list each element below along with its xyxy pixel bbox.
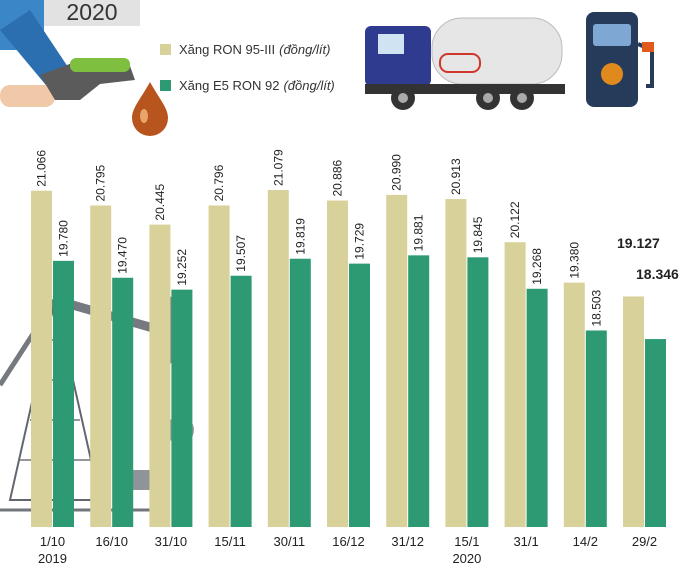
legend-swatch-e5 — [160, 79, 171, 91]
bar-ron95-4 — [267, 190, 289, 527]
legend-label-ron95: Xăng RON 95-III — [179, 41, 276, 57]
value-label-e5-0: 19.780 — [57, 220, 71, 257]
bar-e5-10 — [645, 339, 666, 527]
value-label-e5-4: 19.819 — [293, 218, 307, 255]
bar-ron95-5 — [327, 200, 348, 528]
x-tick-label-6: 31/12 — [391, 534, 424, 549]
value-label-e5-2: 19.252 — [175, 249, 189, 286]
x-tick-label-4: 30/11 — [274, 534, 306, 549]
value-label-ron95-3: 20.796 — [212, 164, 226, 201]
legend-label-e5: Xăng E5 RON 92 — [179, 77, 280, 93]
value-label-ron95-9: 19.380 — [567, 242, 581, 279]
bar-e5-1 — [112, 277, 134, 527]
legend-item-ron95: Xăng RON 95-III (đồng/lít) — [160, 40, 335, 58]
value-label-e5-3: 19.507 — [234, 235, 248, 272]
bar-ron95-0 — [31, 190, 52, 527]
legend-unit-ron95: (đồng/lít) — [279, 41, 331, 57]
bar-e5-5 — [349, 263, 370, 527]
value-label-e5-8: 19.268 — [530, 248, 544, 285]
legend-swatch-ron95 — [160, 43, 171, 55]
x-tick-sublabel-0: 2019 — [38, 551, 67, 566]
value-label-e5-10: 18.346 — [636, 266, 679, 282]
bar-ron95-7 — [445, 199, 467, 527]
bar-e5-9 — [585, 330, 607, 527]
value-label-ron95-0: 21.066 — [35, 150, 49, 187]
x-tick-label-0: 1/10 — [40, 534, 65, 549]
value-label-ron95-8: 20.122 — [508, 201, 522, 238]
tanker-truck-icon — [365, 17, 565, 110]
bars-layer — [31, 190, 666, 528]
bar-ron95-6 — [386, 194, 408, 528]
legend-unit-e5: (đồng/lít) — [283, 77, 335, 93]
year-badge: 2020 — [44, 0, 140, 26]
bar-ron95-3 — [208, 205, 230, 527]
bar-e5-0 — [53, 260, 74, 527]
bar-ron95-1 — [90, 205, 112, 527]
x-tick-label-2: 31/10 — [155, 534, 188, 549]
x-tick-label-5: 16/12 — [332, 534, 365, 549]
x-tick-label-9: 14/2 — [573, 534, 598, 549]
value-label-ron95-2: 20.445 — [153, 184, 167, 221]
value-label-ron95-10: 19.127 — [617, 235, 660, 251]
x-tick-label-3: 15/11 — [214, 534, 246, 549]
bar-ron95-10 — [623, 296, 644, 527]
x-axis-labels: 1/10 2019 16/10 31/10 15/11 30/11 16/12 31/12 15… — [38, 534, 657, 566]
bar-e5-3 — [230, 275, 252, 527]
value-label-e5-9: 18.503 — [589, 289, 603, 326]
x-tick-label-7: 15/1 — [454, 534, 479, 549]
value-label-ron95-5: 20.886 — [331, 159, 345, 196]
bar-e5-2 — [171, 289, 193, 527]
value-label-e5-6: 19.881 — [412, 214, 426, 251]
x-tick-sublabel-7: 2020 — [452, 551, 481, 566]
value-label-e5-5: 19.729 — [353, 223, 367, 260]
oil-drop-icon — [132, 82, 168, 136]
x-tick-label-8: 31/1 — [513, 534, 538, 549]
fuel-nozzle-icon — [0, 0, 135, 107]
value-label-ron95-6: 20.990 — [390, 154, 404, 191]
value-label-ron95-7: 20.913 — [449, 158, 463, 195]
value-label-ron95-1: 20.795 — [94, 164, 108, 201]
value-label-ron95-4: 21.079 — [271, 149, 285, 186]
bar-ron95-8 — [504, 242, 526, 527]
x-tick-label-10: 29/2 — [632, 534, 657, 549]
bar-e5-6 — [408, 255, 430, 527]
bar-e5-7 — [467, 257, 489, 527]
value-label-e5-1: 19.470 — [116, 237, 130, 274]
bar-e5-8 — [526, 288, 548, 527]
value-labels-layer: 21.066 19.780 20.795 19.470 20.445 19.252 20.7… — [35, 149, 680, 327]
bar-ron95-9 — [563, 282, 585, 527]
x-tick-label-1: 16/10 — [95, 534, 128, 549]
bar-e5-4 — [289, 258, 311, 527]
legend: Xăng RON 95-III (đồng/lít) Xăng E5 RON 9… — [160, 40, 335, 112]
fuel-pump-icon — [586, 12, 654, 107]
bar-ron95-2 — [149, 224, 171, 527]
legend-item-e5: Xăng E5 RON 92 (đồng/lít) — [160, 76, 335, 94]
value-label-e5-7: 19.845 — [471, 216, 485, 253]
